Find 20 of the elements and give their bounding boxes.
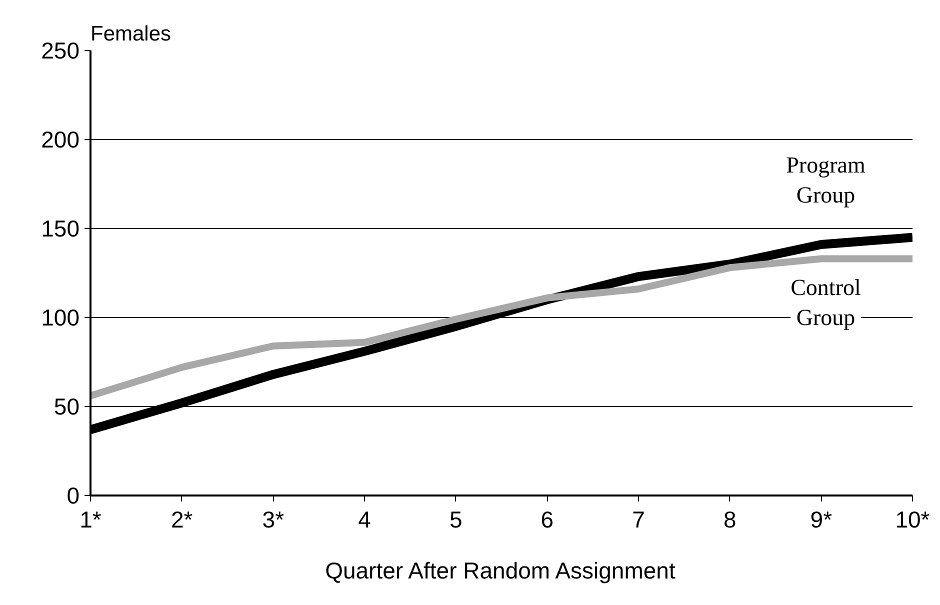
x-axis-title: Quarter After Random Assignment (325, 558, 676, 584)
series-label: Control Group (790, 274, 861, 330)
y-tick-label: 50 (54, 394, 80, 420)
y-tick-label: 250 (41, 38, 80, 64)
x-tick-label: 2* (170, 506, 193, 532)
y-tick-label: 150 (41, 216, 80, 242)
chart-title: Females (90, 22, 172, 46)
x-tick-label: 10* (895, 506, 930, 532)
x-tick-label: 6 (540, 506, 554, 532)
y-tick-label: 100 (41, 304, 80, 330)
x-tick-label: 5 (449, 506, 462, 532)
y-tick-label: 0 (66, 482, 80, 508)
x-tick-label: 1* (80, 506, 102, 532)
x-tick-label: 9* (810, 506, 832, 532)
x-tick-label: 3* (262, 506, 284, 532)
x-tick-label: 8 (723, 506, 736, 532)
y-tick-label: 200 (41, 126, 80, 152)
series-label: Program Group (786, 152, 866, 208)
x-tick-label: 4 (358, 506, 372, 532)
x-tick-label: 7 (632, 506, 645, 532)
